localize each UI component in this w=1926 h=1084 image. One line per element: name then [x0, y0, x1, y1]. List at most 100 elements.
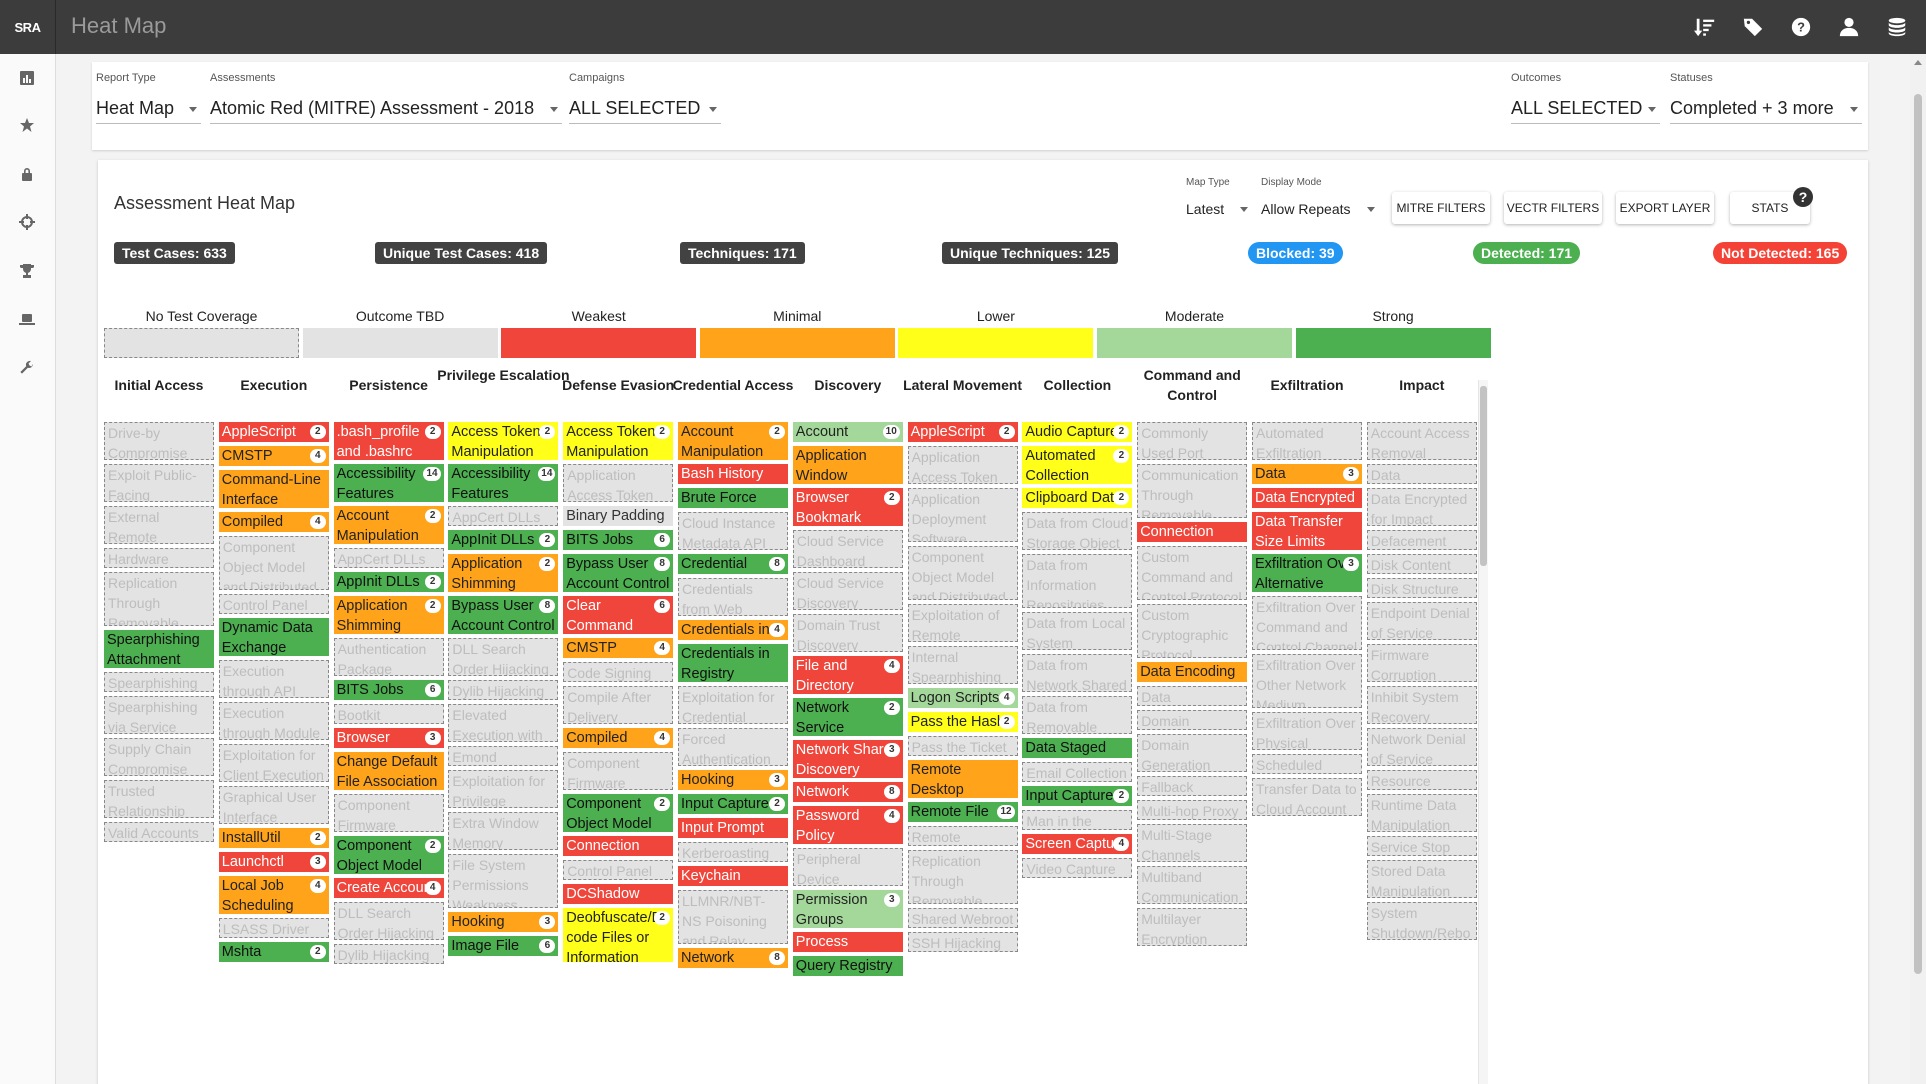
technique-cell[interactable]: Disk Structure Wipe: [1366, 578, 1477, 598]
technique-cell[interactable]: Accessibility Features 14: [333, 464, 444, 502]
technique-cell[interactable]: Internal Spearphishing: [907, 646, 1018, 684]
technique-cell[interactable]: LLMNR/NBT-NS Poisoning and Relay: [678, 890, 788, 944]
technique-cell[interactable]: Component Object Model Hijacking2: [563, 794, 674, 832]
technique-cell[interactable]: Deobfuscate/Decode Files or Information 2: [563, 908, 674, 962]
technique-cell[interactable]: Launchctl 3: [218, 852, 329, 872]
technique-cell[interactable]: Create Account 4: [333, 878, 444, 898]
technique-cell[interactable]: Application Window Discovery: [792, 446, 903, 484]
technique-cell[interactable]: Automated Exfiltration: [1252, 422, 1362, 460]
technique-cell[interactable]: Compile After Delivery: [563, 686, 674, 724]
grid-scrollbar[interactable]: [1478, 380, 1488, 1084]
technique-cell[interactable]: Replication Through Removable Media: [907, 850, 1018, 904]
technique-cell[interactable]: File System Permissions Weakness: [448, 854, 559, 908]
technique-cell[interactable]: Exploitation of Remote Services: [907, 604, 1018, 642]
technique-cell[interactable]: AppInit DLLs 2: [448, 530, 559, 550]
technique-cell[interactable]: Spearphishing Attachment: [104, 630, 214, 668]
technique-cell[interactable]: DCShadow: [563, 884, 674, 904]
technique-cell[interactable]: Commonly Used Port: [1137, 422, 1248, 460]
technique-cell[interactable]: Network Service Scanning 2: [792, 698, 903, 736]
technique-cell[interactable]: Authentication Package: [333, 638, 444, 676]
technique-cell[interactable]: Binary Padding: [563, 506, 674, 526]
technique-cell[interactable]: Network Denial of Service: [1366, 728, 1477, 766]
technique-cell[interactable]: AppCert DLLs: [333, 548, 444, 568]
technique-cell[interactable]: Remote File Copy 12: [907, 802, 1018, 822]
technique-cell[interactable]: Data Transfer Size Limits: [1252, 512, 1362, 550]
technique-cell[interactable]: InstallUtil 2: [218, 828, 329, 848]
help-icon[interactable]: ?: [1793, 187, 1813, 207]
technique-cell[interactable]: AppInit DLLs 2: [333, 572, 444, 592]
technique-cell[interactable]: Dylib Hijacking: [448, 680, 559, 700]
technique-cell[interactable]: Component Object Model Hijacking2: [333, 836, 444, 874]
technique-cell[interactable]: Spearphishing via Service: [104, 696, 214, 734]
technique-cell[interactable]: Bypass User Account Control 8: [563, 554, 674, 592]
technique-cell[interactable]: Elevated Execution with Prompt: [448, 704, 559, 742]
technique-cell[interactable]: Disk Content Wipe: [1366, 554, 1477, 574]
technique-cell[interactable]: Component Firmware: [563, 752, 674, 790]
technique-cell[interactable]: Brute Force: [678, 488, 788, 508]
technique-cell[interactable]: Credentials in Files4: [678, 620, 788, 640]
crosshair-icon[interactable]: [19, 214, 35, 230]
technique-cell[interactable]: Network Sniffing 8: [678, 948, 788, 968]
technique-cell[interactable]: Access Token Manipulation 2: [448, 422, 559, 460]
technique-cell[interactable]: Data Obfuscation: [1137, 686, 1248, 706]
technique-cell[interactable]: Data Encrypted: [1252, 488, 1362, 508]
app-logo[interactable]: SRA: [0, 0, 56, 54]
technique-cell[interactable]: Exfiltration Over Command and Control Ch…: [1252, 596, 1362, 650]
technique-cell[interactable]: Cloud Service Discovery: [792, 572, 903, 610]
report-type-select[interactable]: Report Type Heat Map: [96, 72, 201, 124]
technique-cell[interactable]: Drive-by Compromise: [104, 422, 214, 460]
campaigns-select[interactable]: Campaigns ALL SELECTED: [569, 72, 721, 124]
technique-cell[interactable]: Scheduled Transfer: [1252, 754, 1362, 774]
technique-cell[interactable]: Data Destruction: [1366, 464, 1477, 484]
help-icon[interactable]: ?: [1788, 14, 1814, 40]
technique-cell[interactable]: Compiled HTML File 4: [563, 728, 674, 748]
scroll-up-icon[interactable]: [1914, 60, 1922, 65]
technique-cell[interactable]: Communication Through Removable Media: [1137, 464, 1248, 518]
technique-cell[interactable]: Application Deployment Software: [907, 488, 1018, 542]
technique-cell[interactable]: Account Access Removal: [1366, 422, 1477, 460]
lock-icon[interactable]: [19, 166, 35, 182]
technique-cell[interactable]: Browser Extensions 3: [333, 728, 444, 748]
technique-cell[interactable]: Data from Cloud Storage Object: [1022, 512, 1133, 550]
technique-cell[interactable]: Audio Capture 2: [1022, 422, 1133, 442]
technique-cell[interactable]: Multiband Communication: [1137, 866, 1248, 904]
technique-cell[interactable]: Forced Authentication: [678, 728, 788, 766]
technique-cell[interactable]: Emond: [448, 746, 559, 766]
technique-cell[interactable]: Data from Removable Media: [1022, 696, 1133, 734]
technique-cell[interactable]: Data Staged: [1022, 738, 1133, 758]
statuses-select[interactable]: Statuses Completed + 3 more: [1670, 72, 1862, 124]
technique-cell[interactable]: Password Policy Discovery 4: [792, 806, 903, 844]
technique-cell[interactable]: Automated Collection 2: [1022, 446, 1133, 484]
database-icon[interactable]: [1884, 14, 1910, 40]
technique-cell[interactable]: AppCert DLLs: [448, 506, 559, 526]
outcomes-select[interactable]: Outcomes ALL SELECTED: [1511, 72, 1660, 124]
technique-cell[interactable]: Trusted Relationship: [104, 780, 214, 818]
trophy-icon[interactable]: [19, 263, 35, 279]
technique-cell[interactable]: Kerberoasting: [678, 842, 788, 862]
technique-cell[interactable]: Application Shimming 2: [448, 554, 559, 592]
technique-cell[interactable]: Control Panel Items: [563, 860, 674, 880]
technique-cell[interactable]: Command-Line Interface: [218, 470, 329, 508]
technique-cell[interactable]: Multi-Stage Channels: [1137, 824, 1248, 862]
technique-cell[interactable]: Accessibility Features 14: [448, 464, 559, 502]
technique-cell[interactable]: Data from Information Repositories: [1022, 554, 1133, 608]
technique-cell[interactable]: Graphical User Interface: [218, 786, 329, 824]
technique-cell[interactable]: LSASS Driver: [218, 918, 329, 938]
technique-cell[interactable]: Inhibit System Recovery: [1366, 686, 1477, 724]
technique-cell[interactable]: Exploit Public-Facing Application: [104, 464, 214, 502]
technique-cell[interactable]: AppleScript 2: [907, 422, 1018, 442]
technique-cell[interactable]: Process Discovery: [792, 932, 903, 952]
technique-cell[interactable]: Exfiltration Over Other Network Medium: [1252, 654, 1362, 708]
technique-cell[interactable]: Replication Through Removable Media: [104, 572, 214, 626]
technique-cell[interactable]: Input Prompt: [678, 818, 788, 838]
technique-cell[interactable]: Network Share Discovery 3: [792, 740, 903, 778]
technique-cell[interactable]: Exploitation for Privilege Escalation: [448, 770, 559, 808]
technique-cell[interactable]: Exfiltration Over Alternative Protocol3: [1252, 554, 1362, 592]
technique-cell[interactable]: File and Directory Discovery 4: [792, 656, 903, 694]
technique-cell[interactable]: Input Capture 2: [1022, 786, 1133, 806]
technique-cell[interactable]: Connection Proxy: [563, 836, 674, 856]
technique-cell[interactable]: Account Manipulation 2: [678, 422, 788, 460]
wrench-icon[interactable]: [19, 360, 35, 376]
technique-cell[interactable]: Execution through API: [218, 660, 329, 698]
technique-cell[interactable]: Cloud Instance Metadata API: [678, 512, 788, 550]
